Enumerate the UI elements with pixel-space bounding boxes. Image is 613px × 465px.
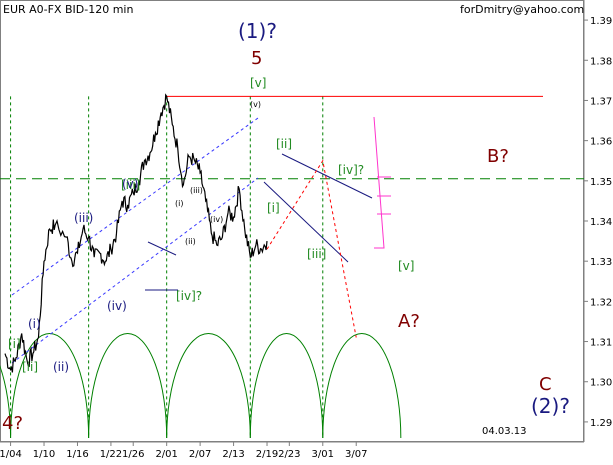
green-label-ii-right: [ii] [276, 137, 292, 151]
green-label-i-left: [i] [8, 337, 21, 351]
green-label-v-right: [v] [398, 259, 414, 273]
price-line [4, 93, 268, 373]
price-tick-label: 1.30 [590, 378, 612, 389]
navy-label-v: (v) [122, 177, 138, 191]
chart-title: EUR A0-FX BID-120 min [3, 3, 133, 16]
price-tick-label: 1.38 [590, 56, 612, 67]
price-tick-label: 1.35 [590, 177, 612, 188]
wave-c-label: C [539, 374, 552, 395]
horizontal-levels [0, 95, 584, 180]
price-tick-label: 1.36 [590, 137, 612, 148]
green-label-iii-right: [iii] [307, 247, 326, 261]
channel-lines [11, 117, 373, 364]
upper-channel-line [11, 117, 259, 296]
target-zone-outline [373, 116, 385, 249]
time-tick-label: 3/07 [345, 449, 367, 460]
time-tick-label: 1/26 [122, 449, 144, 460]
price-tick-label: 1.37 [590, 96, 612, 107]
small-label-i: (i) [175, 199, 183, 208]
small-label-iv: (iv) [210, 215, 223, 224]
price-tick-label: 1.32 [590, 297, 612, 308]
time-tick-label: 2/23 [278, 449, 300, 460]
price-tick-label: 1.31 [590, 338, 612, 349]
small-label-ii: (ii) [185, 237, 196, 246]
small-label-v: (v) [250, 100, 261, 109]
price-tick-label: 1.29 [590, 418, 612, 429]
lower-wedge-line [263, 181, 349, 263]
navy-label-iii: (iii) [74, 211, 93, 225]
cycle-arc [166, 333, 251, 438]
projection-path [266, 159, 357, 338]
time-tick-label: 1/10 [33, 449, 55, 460]
upper-wedge-line [281, 153, 373, 199]
time-tick-label: 2/13 [222, 449, 244, 460]
cycle-arc [10, 333, 90, 438]
price-tick-label: 1.39 [590, 16, 612, 27]
wave-1-label: (1)? [238, 19, 277, 43]
wave-2-label: (2)? [531, 394, 570, 418]
cycle-arc [0, 365, 12, 438]
wave-4-label: 4? [2, 413, 23, 434]
time-tick-label: 2/19 [256, 449, 278, 460]
green-label-iv-left: [iv]? [176, 289, 202, 303]
price-tick-label: 1.34 [590, 217, 612, 228]
time-tick-label: 1/16 [66, 449, 88, 460]
target-zone [373, 116, 391, 249]
price-series [4, 93, 268, 373]
green-label-iii-left: [iii] [121, 178, 140, 192]
price-axis-ticks: 1.29 1.30 1.31 1.32 1.33 1.34 1.35 1.36 1.37 1.38… [584, 16, 612, 429]
cycle-arc [88, 333, 168, 438]
cycle-arc [249, 333, 324, 438]
projection-line [266, 159, 357, 338]
wave-a-label: A? [398, 311, 420, 332]
cycle-trough-lines [10, 96, 324, 438]
green-label-iv-right: [iv]? [338, 163, 364, 177]
navy-label-iv: (iv) [107, 299, 127, 313]
time-tick-label: 1/04 [0, 449, 22, 460]
wave-5-label: 5 [251, 48, 262, 69]
time-axis-ticks: 1/04 1/10 1/16 1/22 1/26 2/01 2/07 2/13 2/19 2/23… [0, 442, 367, 460]
small-channel-line [147, 241, 177, 256]
time-tick-label: 2/01 [155, 449, 177, 460]
navy-label-ii: (ii) [53, 360, 69, 374]
green-label-v-top: [v] [250, 76, 266, 90]
date-marker: 04.03.13 [482, 426, 527, 437]
green-label-i-right: [i] [267, 201, 280, 215]
price-tick-label: 1.33 [590, 257, 612, 268]
cycle-arcs [0, 333, 402, 438]
time-tick-label: 3/01 [312, 449, 334, 460]
wave-b-label: B? [487, 146, 509, 167]
green-label-ii-left: [ii] [22, 360, 38, 374]
time-tick-label: 1/22 [100, 449, 122, 460]
small-label-iii: (iii) [190, 186, 203, 195]
price-axis-panel [584, 0, 612, 465]
navy-label-i: (i) [28, 317, 41, 331]
source-email: forDmitry@yahoo.com [460, 3, 584, 16]
cycle-arc [322, 333, 402, 438]
time-tick-label: 2/07 [189, 449, 211, 460]
